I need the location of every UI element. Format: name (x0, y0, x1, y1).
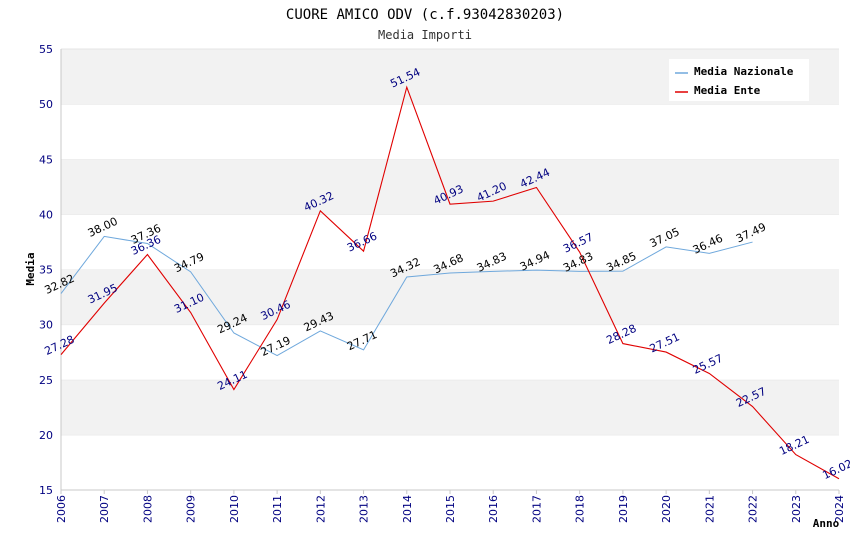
grid-band (61, 434, 839, 490)
x-tick-label: 2014 (401, 495, 414, 523)
y-tick-label: 30 (39, 319, 53, 332)
series-line-nazionale (60, 235, 753, 357)
x-tick-label: 2006 (55, 495, 68, 523)
y-axis-label: Media (24, 252, 37, 285)
x-tick-label: 2024 (833, 495, 846, 523)
x-tick-label: 2016 (487, 495, 500, 523)
y-tick-label: 20 (39, 429, 53, 442)
x-tick-label: 2010 (228, 495, 241, 523)
x-tick-label: 2021 (703, 495, 716, 523)
chart-subtitle: Media Importi (378, 28, 472, 42)
x-ticks: 2006 2007 2008 2009 2010 2011 2012 2013 2014 2015… (55, 490, 846, 523)
x-tick-label: 2023 (790, 495, 803, 523)
grid-band (61, 159, 839, 215)
grid-band (61, 214, 839, 270)
x-tick-label: 2011 (271, 495, 284, 523)
legend-label-nazionale: Media Nazionale (694, 65, 794, 78)
x-tick-label: 2020 (660, 495, 673, 523)
x-tick-label: 2013 (358, 495, 371, 523)
y-tick-label: 45 (39, 153, 53, 166)
x-tick-label: 2015 (444, 495, 457, 523)
legend-label-ente: Media Ente (694, 84, 761, 97)
series-lines (60, 85, 840, 480)
x-axis-label: Anno (813, 517, 840, 530)
x-tick-label: 2018 (574, 495, 587, 523)
x-tick-label: 2019 (617, 495, 630, 523)
series-line-ente (60, 85, 840, 480)
y-tick-label: 40 (39, 208, 53, 221)
y-tick-label: 15 (39, 484, 53, 497)
x-tick-label: 2008 (141, 495, 154, 523)
grid-band (61, 324, 839, 380)
x-tick-label: 2017 (530, 495, 543, 523)
grid-band (61, 269, 839, 325)
grid-band (61, 104, 839, 160)
x-tick-label: 2009 (185, 495, 198, 523)
y-tick-label: 35 (39, 264, 53, 277)
y-tick-label: 55 (39, 43, 53, 56)
x-tick-label: 2012 (314, 495, 327, 523)
legend-box (669, 59, 809, 101)
x-tick-label: 2022 (747, 495, 760, 523)
chart-title: CUORE AMICO ODV (c.f.93042830203) (286, 7, 564, 23)
x-tick-label: 2007 (98, 495, 111, 523)
y-tick-label: 50 (39, 98, 53, 111)
y-tick-label: 25 (39, 374, 53, 387)
legend: Media Nazionale Media Ente (669, 59, 809, 101)
grid-band (61, 379, 839, 435)
y-ticks: 15 20 25 30 35 40 45 50 55 (39, 43, 53, 497)
